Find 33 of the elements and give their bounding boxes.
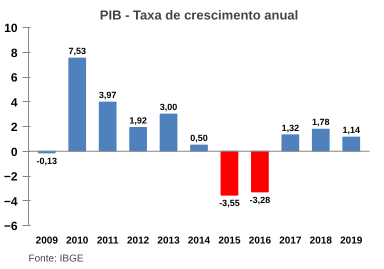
y-tick-label: 10	[4, 21, 18, 35]
y-tick-label: 6	[10, 70, 18, 84]
data-label: -3,28	[250, 194, 270, 205]
x-tick-label: 2019	[340, 236, 363, 246]
x-tick-label: 2014	[188, 236, 211, 246]
x-tick-label: 2012	[126, 236, 150, 246]
x-tick-label: 2015	[218, 236, 242, 246]
data-label: 1,32	[282, 122, 300, 133]
x-tick-label: 2018	[310, 236, 332, 246]
data-label: 1,78	[312, 117, 330, 128]
y-tick-label: 8	[10, 46, 18, 60]
y-tick-label: −4	[4, 194, 18, 208]
data-label: 1,92	[129, 115, 147, 126]
data-label: -3,55	[219, 198, 240, 208]
data-label: 1,14	[342, 125, 360, 136]
y-tick-label: −6	[4, 219, 18, 233]
x-tick-label: 2009	[36, 236, 58, 246]
x-tick-label: 2010	[66, 236, 89, 246]
data-label: -0,13	[36, 156, 58, 166]
x-tick-label: 2013	[157, 236, 180, 246]
data-label: 3,00	[160, 102, 178, 112]
x-tick-label: 2016	[248, 236, 272, 246]
source-note: Fonte: IBGE	[28, 254, 84, 264]
data-label: 0,50	[190, 133, 208, 144]
y-tick-label: 4	[10, 95, 18, 110]
x-tick-label: 2017	[279, 236, 302, 246]
y-tick-label: 2	[10, 120, 18, 134]
y-tick-label: 0	[10, 144, 18, 159]
x-tick-label: 2011	[96, 236, 119, 246]
data-label: 7,53	[68, 46, 86, 56]
y-tick-label: −2	[4, 170, 18, 184]
chart-title: PIB - Taxa de crescimento anual	[100, 8, 298, 22]
data-label: 3,97	[98, 90, 116, 100]
